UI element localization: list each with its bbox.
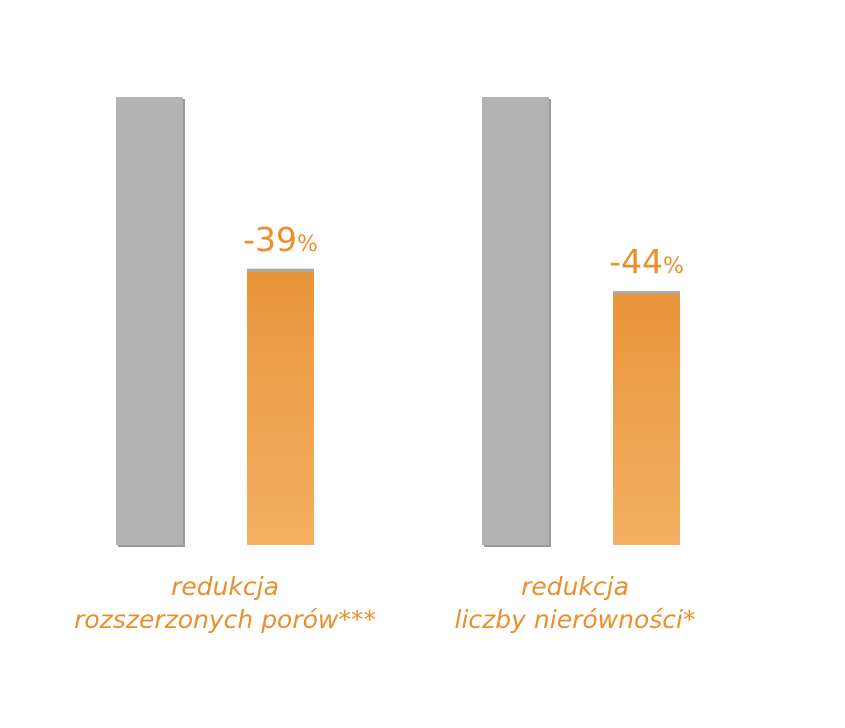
- data-label-unit-0: %: [297, 231, 318, 257]
- category-label-unevenness-line2: liczby nierówności*: [454, 605, 696, 634]
- treated-bar-cap-1: [613, 291, 680, 296]
- baseline-bar-1: [482, 97, 549, 545]
- category-label-unevenness: redukcja liczby nierówności*: [420, 570, 730, 636]
- category-label-pores: redukcja rozszerzonych porów***: [60, 570, 390, 636]
- baseline-bar-0: [116, 97, 183, 545]
- category-label-unevenness-line1: redukcja: [521, 572, 629, 601]
- data-label-value-0: -39: [243, 219, 297, 259]
- data-label-0: -39%: [227, 219, 334, 263]
- data-label-1: -44%: [593, 244, 700, 285]
- treated-bar-cap-0: [247, 268, 314, 273]
- data-label-unit-1: %: [663, 254, 684, 280]
- treated-bar-0: [247, 271, 314, 545]
- category-label-pores-line1: redukcja: [171, 572, 279, 601]
- category-label-pores-line2: rozszerzonych porów***: [74, 605, 376, 634]
- treated-bar-1: [613, 294, 680, 545]
- data-label-value-1: -44: [609, 242, 663, 282]
